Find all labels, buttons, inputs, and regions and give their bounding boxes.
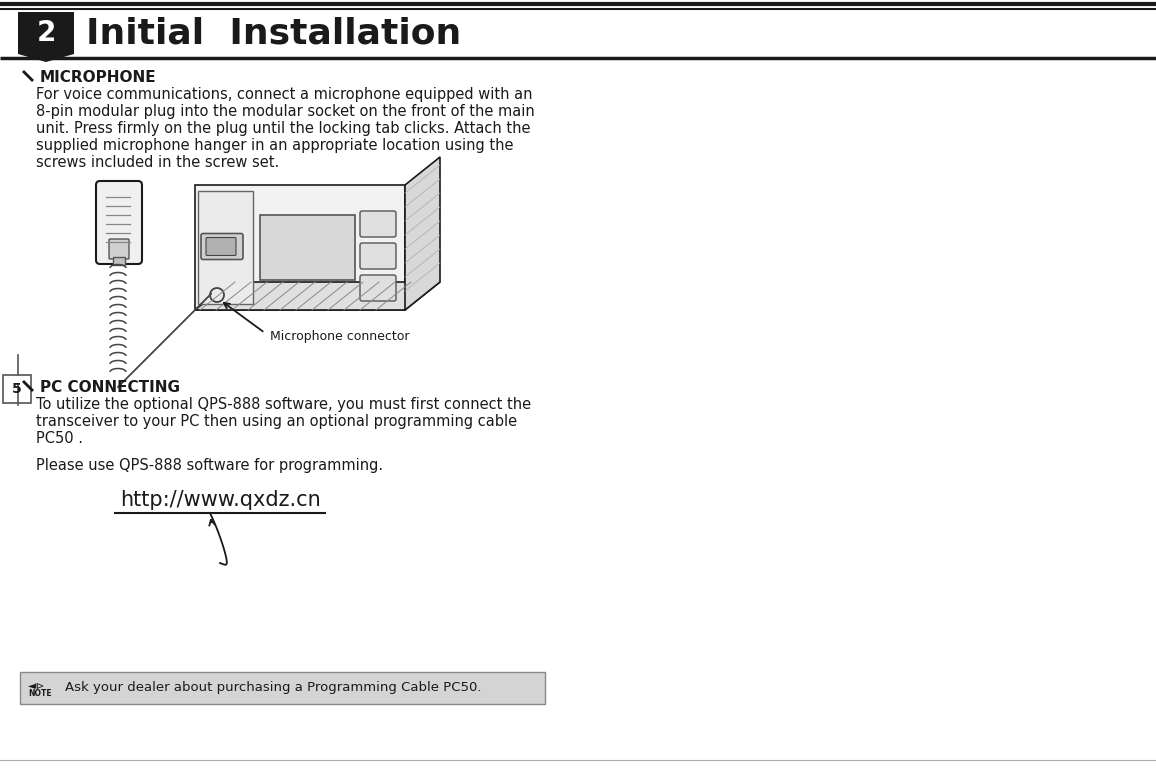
Text: screws included in the screw set.: screws included in the screw set.	[36, 155, 280, 170]
FancyBboxPatch shape	[360, 243, 397, 269]
Text: Please use QPS-888 software for programming.: Please use QPS-888 software for programm…	[36, 458, 383, 473]
Text: PC CONNECTING: PC CONNECTING	[40, 380, 180, 395]
Text: 2: 2	[36, 19, 55, 47]
FancyBboxPatch shape	[3, 375, 31, 403]
Text: 8-pin modular plug into the modular socket on the front of the main: 8-pin modular plug into the modular sock…	[36, 104, 535, 119]
Polygon shape	[405, 157, 440, 310]
Polygon shape	[18, 54, 74, 62]
FancyBboxPatch shape	[260, 215, 355, 280]
FancyBboxPatch shape	[96, 181, 142, 264]
Text: supplied microphone hanger in an appropriate location using the: supplied microphone hanger in an appropr…	[36, 138, 513, 153]
Text: PC50 .: PC50 .	[36, 431, 83, 446]
Text: Initial  Installation: Initial Installation	[86, 16, 461, 50]
Text: unit. Press firmly on the plug until the locking tab clicks. Attach the: unit. Press firmly on the plug until the…	[36, 121, 531, 136]
Text: MICROPHONE: MICROPHONE	[40, 70, 156, 85]
FancyBboxPatch shape	[360, 211, 397, 237]
Polygon shape	[195, 282, 440, 310]
FancyBboxPatch shape	[109, 239, 129, 259]
Text: ◄⧐: ◄⧐	[28, 680, 45, 690]
Text: http://www.qxdz.cn: http://www.qxdz.cn	[119, 490, 320, 510]
FancyBboxPatch shape	[198, 191, 253, 304]
FancyBboxPatch shape	[18, 12, 74, 54]
FancyBboxPatch shape	[195, 185, 405, 310]
Text: transceiver to your PC then using an optional programming cable: transceiver to your PC then using an opt…	[36, 414, 517, 429]
FancyBboxPatch shape	[113, 257, 125, 265]
FancyBboxPatch shape	[360, 275, 397, 301]
Text: For voice communications, connect a microphone equipped with an: For voice communications, connect a micr…	[36, 87, 533, 102]
FancyBboxPatch shape	[206, 237, 236, 255]
FancyBboxPatch shape	[201, 234, 243, 260]
FancyBboxPatch shape	[20, 672, 544, 704]
Text: Microphone connector: Microphone connector	[271, 330, 409, 343]
Text: 5: 5	[12, 382, 22, 396]
Text: Ask your dealer about purchasing a Programming Cable PC50.: Ask your dealer about purchasing a Progr…	[65, 682, 482, 695]
Text: NOTE: NOTE	[28, 689, 52, 699]
Text: To utilize the optional QPS-888 software, you must first connect the: To utilize the optional QPS-888 software…	[36, 397, 531, 412]
